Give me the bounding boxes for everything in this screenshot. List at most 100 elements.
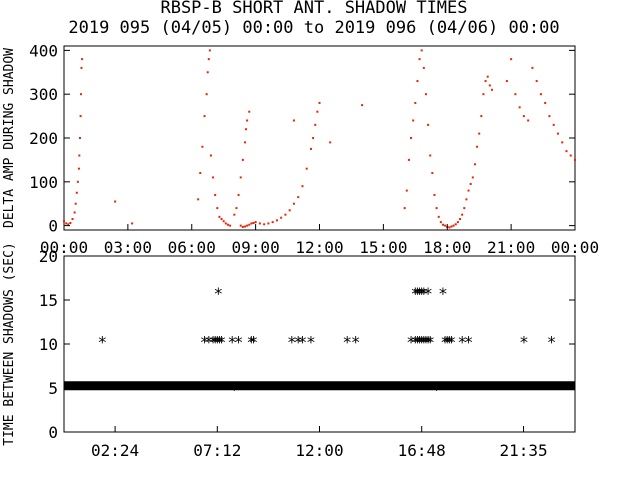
top-data-point bbox=[514, 93, 517, 96]
top-data-point bbox=[410, 137, 413, 139]
top-data-point bbox=[78, 137, 81, 139]
top-data-point bbox=[422, 66, 425, 69]
top-data-point bbox=[418, 58, 421, 61]
top-data-point bbox=[220, 218, 223, 221]
top-data-point bbox=[209, 154, 212, 157]
bottom-y-tick-label: 20 bbox=[39, 247, 58, 266]
bottom-y-tick-label: 10 bbox=[39, 335, 58, 354]
top-x-ticks: 00:00 03:00 06:00 09:00 12:00 15:00 18:00 21:00… bbox=[40, 224, 599, 257]
top-data-point bbox=[312, 137, 315, 139]
top-x-tick-label: 15:00 bbox=[359, 238, 407, 257]
top-data-point bbox=[263, 223, 266, 226]
top-data-point bbox=[76, 180, 79, 183]
top-y-tick-label: 0 bbox=[48, 217, 58, 236]
top-y-ticks: 0 100 200 300 400 bbox=[29, 41, 575, 236]
bottom-data-point: * bbox=[425, 333, 435, 352]
top-data-point bbox=[63, 220, 65, 223]
top-data-point bbox=[478, 132, 481, 135]
bottom-x-tick-label: 21:35 bbox=[499, 441, 547, 460]
top-data-point bbox=[197, 198, 200, 201]
top-y-tick-label: 100 bbox=[29, 173, 58, 192]
top-data-point bbox=[243, 141, 246, 144]
top-data-point bbox=[316, 110, 319, 113]
top-data-point bbox=[67, 223, 70, 226]
top-data-point bbox=[258, 222, 261, 225]
bottom-y-axis-label: TIME BETWEEN SHADOWS (SEC) bbox=[2, 242, 17, 446]
top-data-point bbox=[437, 215, 440, 218]
top-data-point bbox=[505, 80, 508, 83]
top-data-point bbox=[482, 93, 485, 96]
top-data-point bbox=[510, 58, 513, 61]
top-data-point bbox=[114, 200, 117, 203]
bottom-data-point: * bbox=[423, 284, 433, 303]
top-data-point bbox=[233, 213, 236, 216]
bottom-data-point: * bbox=[417, 284, 427, 303]
top-data-point bbox=[561, 141, 564, 144]
top-data-point bbox=[284, 213, 287, 216]
top-x-tick-label: 06:00 bbox=[168, 238, 216, 257]
top-data-point bbox=[574, 158, 576, 161]
bottom-data-point: * bbox=[432, 380, 442, 399]
top-data-point bbox=[218, 215, 221, 218]
top-data-point bbox=[229, 224, 232, 227]
top-data-point bbox=[80, 93, 83, 96]
top-data-point bbox=[527, 119, 530, 122]
top-panel: 0 100 200 300 400 00:00 03:00 06:00 09:00 12:00 1… bbox=[2, 41, 599, 257]
bottom-data-point: * bbox=[230, 380, 240, 399]
top-y-tick-label: 200 bbox=[29, 129, 58, 148]
bottom-x-tick-label: 16:48 bbox=[398, 441, 446, 460]
bottom-data-point: * bbox=[417, 333, 427, 352]
top-data-point bbox=[461, 213, 464, 216]
top-data-point bbox=[431, 172, 434, 175]
bottom-data-point: * bbox=[457, 333, 467, 352]
top-data-point bbox=[246, 224, 249, 227]
bottom-data-point: * bbox=[423, 333, 433, 352]
top-data-point bbox=[448, 226, 451, 229]
top-data-point bbox=[237, 193, 240, 196]
top-data-point bbox=[435, 207, 438, 210]
top-data-point bbox=[224, 222, 227, 225]
top-data-point bbox=[252, 221, 255, 224]
top-data-point bbox=[465, 198, 468, 201]
top-data-point bbox=[424, 93, 427, 96]
bottom-y-tick-label: 0 bbox=[48, 423, 58, 442]
top-data-point bbox=[222, 220, 225, 223]
top-data-point bbox=[556, 132, 559, 135]
bottom-data-point: * bbox=[415, 284, 425, 303]
top-data-point bbox=[469, 183, 472, 185]
top-data-point bbox=[427, 123, 430, 126]
bottom-y-tick-label: 5 bbox=[48, 379, 58, 398]
top-data-point bbox=[245, 128, 248, 131]
chart-title: RBSP-B SHORT ANT. SHADOW TIMES bbox=[160, 0, 467, 18]
top-data-point bbox=[535, 80, 538, 83]
bottom-data-point: * bbox=[204, 333, 214, 352]
top-data-point bbox=[207, 58, 210, 61]
top-data-point bbox=[454, 223, 457, 226]
top-data-point bbox=[407, 158, 410, 161]
top-data-point bbox=[459, 218, 462, 221]
bottom-data-point: * bbox=[413, 333, 423, 352]
top-data-point bbox=[280, 216, 283, 219]
top-data-point bbox=[456, 221, 459, 224]
top-data-point bbox=[201, 145, 204, 148]
top-x-tick-label: 09:00 bbox=[232, 238, 280, 257]
bottom-data-point: * bbox=[440, 333, 450, 352]
top-data-point bbox=[314, 123, 317, 126]
bottom-data-point: * bbox=[547, 333, 557, 352]
top-data-point bbox=[412, 119, 415, 122]
top-data-point bbox=[239, 176, 242, 179]
top-data-point bbox=[522, 115, 525, 118]
top-data-point bbox=[297, 196, 300, 199]
top-data-point bbox=[243, 225, 246, 228]
bottom-data-point: * bbox=[351, 333, 361, 352]
top-data-point bbox=[267, 222, 270, 225]
top-data-point bbox=[77, 167, 80, 170]
top-data-point bbox=[439, 221, 442, 224]
top-data-point bbox=[212, 176, 215, 179]
top-data-point bbox=[452, 224, 455, 227]
top-data-point bbox=[539, 93, 542, 96]
bottom-data-point: * bbox=[406, 333, 416, 352]
bottom-data-point: * bbox=[306, 333, 316, 352]
bottom-data-point: * bbox=[214, 284, 224, 303]
top-data-point bbox=[241, 225, 244, 228]
